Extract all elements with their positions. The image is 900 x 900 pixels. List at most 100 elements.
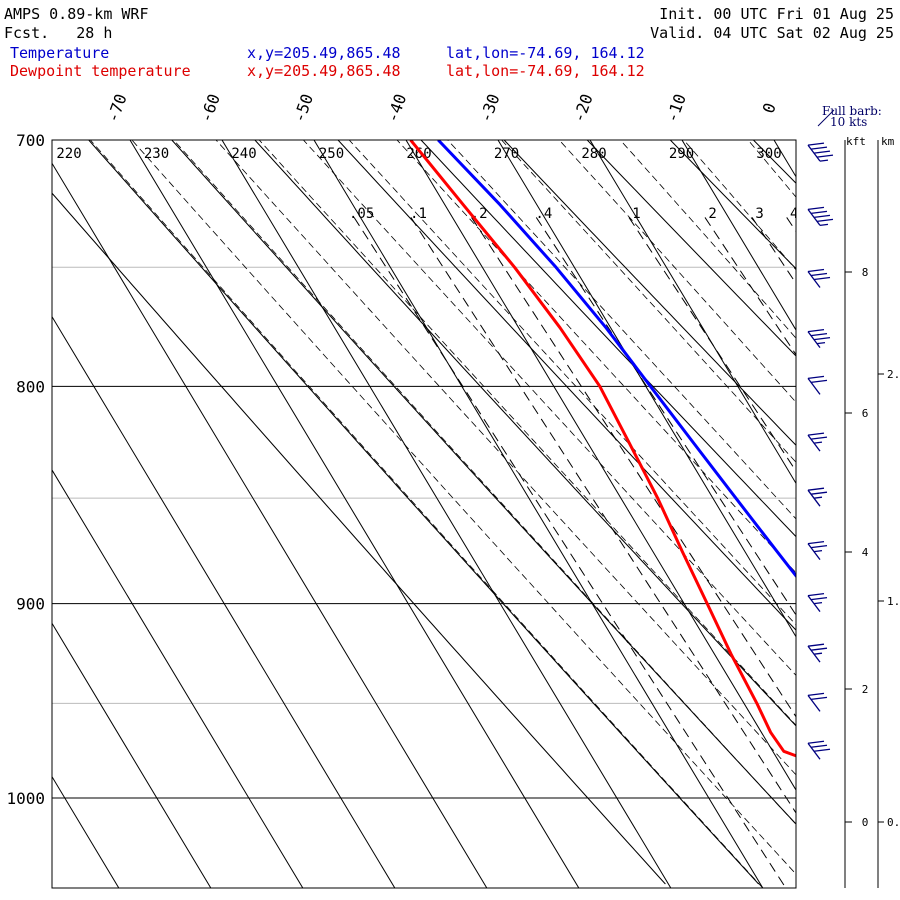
kft-label: kft (846, 135, 866, 148)
km-label: km (881, 135, 895, 148)
pressure-tick-label: 800 (16, 377, 45, 396)
isotherm-line (52, 315, 396, 888)
isotherm-line (589, 140, 796, 485)
wind-barb-flag (813, 748, 831, 752)
isotherm-label: -40 (383, 91, 411, 125)
wind-barb-flag (807, 487, 825, 491)
theta-label: 230 (144, 146, 169, 162)
forecast-hour: Fcst. 28 h (4, 24, 113, 42)
mixing-ratio-label: 1 (632, 206, 640, 222)
wind-barb-flag (807, 541, 825, 545)
isotherm-label: -30 (476, 91, 504, 125)
isotherm-line (313, 140, 764, 888)
wind-barb-flag (807, 375, 825, 379)
mixing-ratio-line (535, 217, 796, 616)
valid-time: Valid. 04 UTC Sat 02 Aug 25 (650, 24, 894, 42)
mixing-ratio-line (704, 217, 796, 356)
dry-adiabat (337, 140, 796, 631)
legend-temperature-coords: x,y=205.49,865.48 (247, 44, 401, 62)
theta-label: 300 (756, 146, 781, 162)
isotherm-line (405, 140, 796, 791)
mixing-ratio-label: 4 (790, 206, 798, 222)
wind-barbs (807, 142, 834, 760)
pressure-tick-label: 700 (16, 131, 45, 150)
mixing-ratio-label: 2 (708, 206, 716, 222)
wind-barb-half (813, 496, 823, 499)
legend-dewpoint-label: Dewpoint temperature (10, 62, 191, 80)
wind-barb-staff (807, 377, 821, 395)
moist-adiabat (302, 140, 796, 676)
wind-barb-half (819, 159, 829, 162)
plot-frame (51, 139, 797, 889)
moist-adiabat (683, 140, 796, 271)
moist-adiabat (348, 140, 796, 626)
wind-barb-flag (807, 740, 825, 744)
kft-tick-label: 2 (862, 683, 869, 696)
isotherm-line (52, 622, 212, 888)
wind-barb-half (813, 550, 823, 553)
pressure-tick-label: 900 (16, 595, 45, 614)
barb-legend-line1: Full barb: (822, 104, 882, 118)
mixing-ratio-line (410, 217, 796, 814)
moist-adiabat (558, 140, 796, 403)
wind-barb-flag (810, 210, 828, 215)
isotherm-label: 0 (759, 100, 780, 116)
wind-barb-flag (807, 432, 825, 436)
dry-adiabat (420, 140, 796, 538)
wind-barb-flag (810, 596, 828, 601)
isotherm-label: -70 (103, 91, 131, 125)
isotherm-line (681, 140, 796, 331)
wind-barb-flag (810, 744, 828, 748)
moist-adiabat (501, 140, 796, 463)
wind-barb-flag (807, 692, 825, 697)
wind-barb-staff (807, 694, 821, 712)
isotherm-label: -50 (289, 91, 317, 125)
mixing-ratio-line (837, 217, 900, 888)
isotherm-line (866, 140, 900, 888)
wind-barb-flag (810, 647, 828, 651)
wind-barb-flag (810, 379, 828, 383)
dry-adiabat (836, 140, 900, 884)
wind-barb-flag (813, 214, 831, 219)
mixing-ratio-line (786, 217, 796, 233)
wind-barb-flag (816, 154, 834, 158)
wind-barb-flag (813, 336, 831, 341)
wind-barb-flag (810, 696, 828, 701)
theta-label: 220 (56, 146, 81, 162)
barb-legend-mark (817, 109, 835, 127)
mixing-ratio-label: .2 (471, 206, 488, 222)
wind-barb-flag (810, 272, 828, 277)
wind-barb-half (813, 441, 823, 444)
isotherm-label: -20 (569, 91, 597, 125)
moist-adiabat (447, 140, 796, 520)
dewpoint-profile (409, 140, 796, 758)
theta-label: 250 (319, 146, 344, 162)
theta-label: 240 (231, 146, 256, 162)
mixing-ratio-line (471, 217, 796, 718)
isotherm-line (129, 140, 580, 888)
moist-adiabat (619, 140, 796, 339)
model-title: AMPS 0.89-km WRF (4, 5, 149, 23)
mixing-ratio-label: 3 (755, 206, 763, 222)
wind-barb-half (819, 223, 829, 227)
wind-barb-flag (816, 218, 834, 223)
kft-tick-label: 0 (862, 816, 869, 829)
dry-adiabat (171, 140, 796, 825)
dry-adiabat (52, 192, 666, 885)
isotherm-label: -60 (196, 91, 224, 125)
isotherm-line (52, 162, 488, 888)
isotherm-line (497, 140, 796, 638)
barb-legend: Full barb:10 kts (817, 104, 882, 129)
km-tick-label: 2. (887, 368, 900, 381)
isotherm-line (52, 469, 304, 888)
wind-barb-flag (810, 146, 828, 150)
moist-adiabat (396, 140, 796, 574)
legend-temperature-latlon: lat,lon=-74.69, 164.12 (446, 44, 645, 62)
moist-adiabat (258, 140, 796, 726)
moist-adiabat (131, 140, 796, 875)
theta-label: 290 (669, 146, 694, 162)
wind-barb-flag (807, 206, 825, 211)
wind-barb-flag (807, 592, 825, 597)
